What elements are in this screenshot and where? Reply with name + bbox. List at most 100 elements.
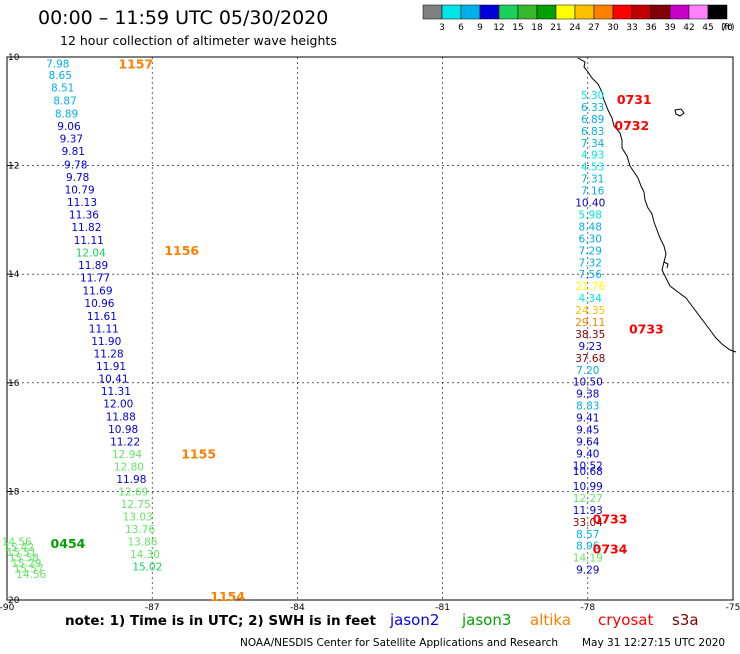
swh-value-label: 12.69: [118, 486, 148, 498]
swh-value-label: 11.77: [80, 272, 110, 284]
track-time-label: 0732: [614, 118, 649, 133]
swh-value-label: 15.42: [4, 542, 34, 554]
swh-value-label: 8.87: [53, 95, 76, 107]
scale-label: 12: [493, 23, 504, 33]
y-tick-label: 18: [8, 487, 20, 497]
map-border: [6, 56, 734, 601]
track-time-label: 1156: [164, 243, 199, 258]
scale-label: 70: [721, 23, 733, 33]
swh-value-label: 8.48: [579, 221, 602, 233]
swh-value-label: 11.69: [82, 285, 112, 297]
swh-value-label: 8.89: [55, 108, 78, 120]
swh-value-label: 4.53: [581, 162, 604, 174]
swh-value-label: 21.76: [575, 281, 605, 293]
satellite-legend-item: jason2: [389, 611, 439, 629]
swh-value-label: 10.99: [573, 481, 603, 493]
swh-value-label: 11.61: [87, 311, 117, 323]
swh-value-label: 7.98: [46, 59, 69, 71]
swh-value-label: 12.00: [103, 398, 133, 410]
scale-label: 6: [458, 23, 464, 33]
swh-value-label: 10.79: [65, 184, 95, 196]
scale-swatch: [593, 4, 614, 20]
swh-value-label: 12.75: [121, 499, 151, 511]
swh-value-label: 11.98: [116, 474, 146, 486]
scale-swatch: [612, 4, 633, 20]
swh-value-label: 7.29: [579, 245, 602, 257]
swh-value-label: 11.91: [96, 361, 126, 373]
swh-value-label: 10.50: [573, 377, 603, 389]
scale-swatch: [422, 4, 443, 20]
scale-label: 30: [607, 23, 619, 33]
swh-value-label: 7.31: [581, 174, 604, 186]
swh-value-label: 10.40: [575, 198, 605, 210]
y-tick-label: 10: [8, 53, 20, 63]
scale-unit: (ft): [721, 23, 735, 33]
swh-value-label: 11.88: [106, 411, 136, 423]
scale-label: 15: [512, 23, 523, 33]
footer-source: NOAA/NESDIS Center for Satellite Applica…: [240, 637, 558, 649]
swh-value-label: 4.34: [579, 293, 603, 305]
track-time-label: 0734: [593, 541, 628, 556]
scale-swatch: [631, 4, 652, 20]
swh-value-label: 6.30: [579, 233, 602, 245]
scale-label: 27: [588, 23, 599, 33]
swh-value-label: 14.56: [16, 569, 46, 581]
x-tick-label: -90: [0, 603, 15, 613]
swh-value-label: 9.38: [576, 389, 599, 401]
scale-swatch: [555, 4, 576, 20]
scale-label: 3: [439, 23, 445, 33]
swh-value-label: 9.37: [60, 133, 83, 145]
swh-value-label: 5.98: [579, 209, 602, 221]
track-time-label: 0454: [51, 536, 86, 551]
scale-swatch: [669, 4, 690, 20]
swh-value-label: 9.45: [576, 424, 599, 436]
scale-label: 42: [683, 23, 694, 33]
scale-label: 21: [550, 23, 561, 33]
scale-swatch: [479, 4, 500, 20]
swh-value-label: 8.65: [49, 70, 72, 82]
scale-swatch: [574, 4, 595, 20]
track-time-label: 0733: [593, 512, 628, 527]
swh-value-label: 15.57: [14, 564, 44, 576]
track-time-label: 1154: [210, 589, 245, 604]
swh-value-label: 6.33: [581, 102, 604, 114]
swh-value-label: 15.58: [9, 553, 39, 565]
map-subtitle: 12 hour collection of altimeter wave hei…: [60, 33, 337, 48]
swh-value-label: 9.81: [62, 146, 85, 158]
swh-value-label: 11.90: [91, 336, 121, 348]
swh-value-label: 15.29: [11, 558, 41, 570]
x-tick-label: -78: [580, 603, 595, 613]
scale-swatch: [498, 4, 519, 20]
swh-value-label: 38.35: [575, 329, 605, 341]
track-time-label: 1155: [181, 446, 216, 461]
y-tick-label: 16: [8, 379, 20, 389]
swh-value-label: 9.40: [576, 448, 599, 460]
satellite-legend: jason2 jason3 altika cryosat s3a: [389, 611, 699, 629]
swh-value-label: 12.80: [114, 461, 144, 473]
scale-swatch: [536, 4, 557, 20]
track-time-label: 0731: [617, 92, 652, 107]
swh-value-label: 10.68: [573, 466, 603, 478]
swh-value-label: 8.51: [51, 82, 74, 94]
swh-value-label: 24.35: [575, 305, 605, 317]
swh-value-label: 11.11: [89, 324, 119, 336]
swh-value-label: 7.20: [576, 365, 599, 377]
scale-swatch: [441, 4, 462, 20]
y-tick-label: 20: [8, 596, 20, 606]
swh-value-label: 9.41: [576, 413, 599, 425]
x-tick-label: -81: [435, 603, 450, 613]
scale-label: 36: [645, 23, 657, 33]
satellite-legend-item: jason3: [461, 611, 511, 629]
swh-value-label: 8.83: [576, 401, 599, 413]
satellite-legend-item: cryosat: [598, 611, 653, 629]
map-title: 00:00 – 11:59 UTC 05/30/2020: [38, 7, 328, 29]
swh-value-label: 11.89: [78, 260, 108, 272]
altimeter-tracks: 7.988.658.518.878.899.069.379.81 9.789.78…: [2, 59, 606, 581]
swh-value-label: 12.94: [112, 449, 142, 461]
swh-value-label: 11.28: [94, 348, 124, 360]
color-scale-legend: 3 6 9 12 15 18 21 24 27 30 33 36 39 42 45 70(ft): [422, 4, 735, 33]
swh-value-label: 11.36: [69, 209, 99, 221]
swh-value-label: 10.96: [84, 298, 114, 310]
swh-value-label: 9.29: [576, 565, 599, 577]
